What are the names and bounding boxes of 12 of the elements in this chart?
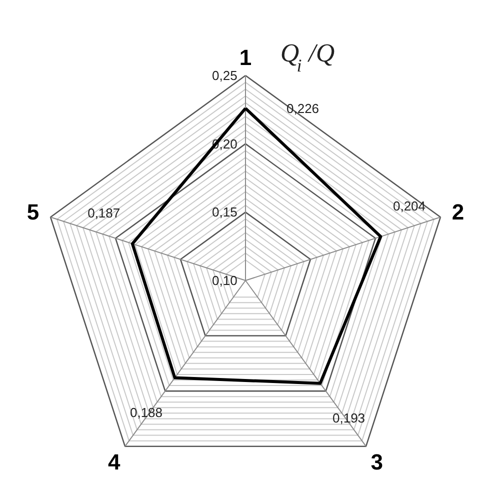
spoke-label: 5 xyxy=(26,199,40,224)
spoke-label: 3 xyxy=(370,449,383,474)
spoke-label: 2 xyxy=(452,199,464,224)
spoke-label: 1 xyxy=(239,45,252,70)
text: 0,188 xyxy=(130,405,163,420)
y-tick-label: 0,15 xyxy=(212,204,238,220)
text: 0,204 xyxy=(392,198,426,214)
y-tick-label: 0,25 xyxy=(212,68,238,83)
text: 0,193 xyxy=(332,410,366,426)
y-tick-label: 0,10 xyxy=(212,273,238,288)
spoke-label: 4 xyxy=(108,449,122,474)
text: 0,187 xyxy=(88,206,120,221)
